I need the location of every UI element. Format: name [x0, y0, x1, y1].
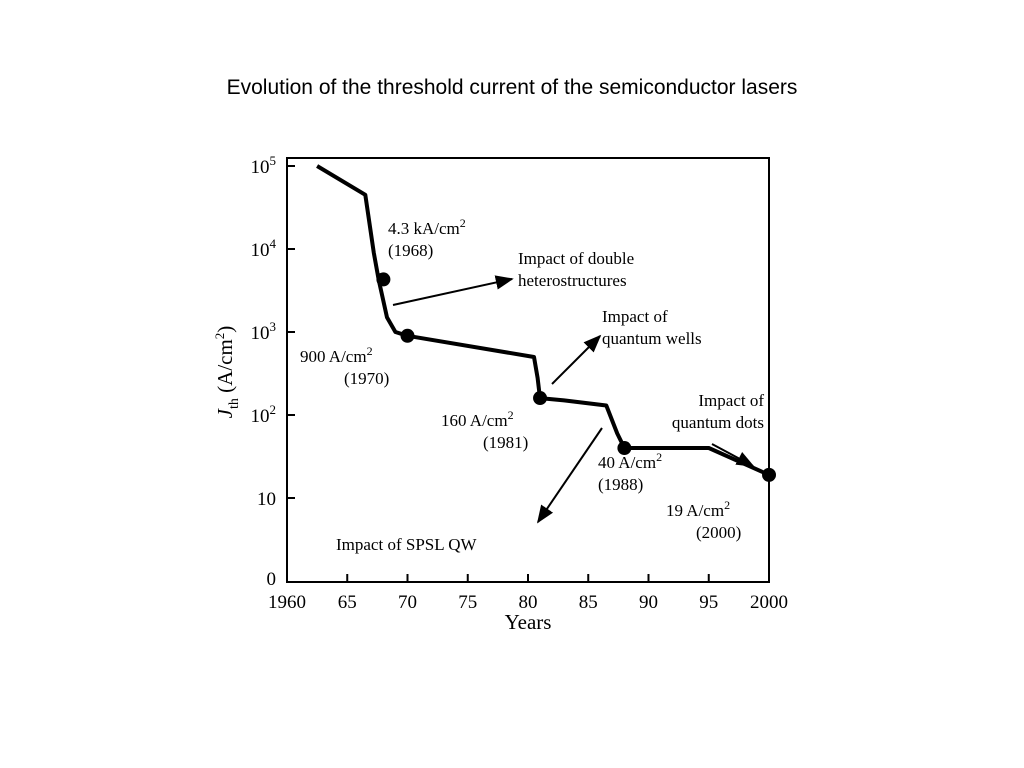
annotation-line: Impact of SPSL QW: [336, 535, 478, 554]
x-tick-label: 2000: [750, 592, 788, 613]
y-tick-label: 10: [257, 489, 276, 510]
annotations-group: 4.3 kA/cm2 (1968) 900 A/cm2 (1970) 160 A/cm2…: [300, 216, 764, 554]
annotation-qd: Impact of quantum dots: [672, 391, 764, 432]
annotation-line: 160 A/cm2: [441, 408, 514, 430]
y-axis: 105 104 103 102 10 0: [251, 153, 295, 590]
arrows-group: [392, 275, 755, 524]
threshold-curve: [316, 164, 770, 477]
annotation-line: 40 A/cm2: [598, 450, 662, 472]
annotation-arrow: [711, 443, 755, 467]
annotation-line: heterostructures: [518, 271, 627, 290]
annotation-line: Impact of: [602, 307, 668, 326]
annotation-line: (1968): [388, 241, 433, 260]
y-tick-label: 103: [251, 319, 277, 344]
annotation-spsl: Impact of SPSL QW: [336, 535, 478, 554]
annotation-line: Impact of: [698, 391, 764, 410]
annotation-line: (2000): [696, 523, 741, 542]
x-tick-label: 95: [699, 592, 718, 613]
x-tick-label: 80: [519, 592, 538, 613]
x-axis-title: Years: [505, 610, 552, 634]
annotation-a1968: 4.3 kA/cm2 (1968): [388, 216, 466, 260]
slide-title: Evolution of the threshold current of th…: [226, 76, 798, 99]
x-tick-label: 75: [458, 592, 477, 613]
data-point: [533, 391, 548, 406]
annotation-a2000: 19 A/cm2 (2000): [666, 498, 741, 542]
markers-group: [376, 272, 776, 482]
data-point: [400, 328, 415, 343]
annotation-line: quantum wells: [602, 329, 702, 348]
x-tick-label: 85: [579, 592, 598, 613]
y-axis-title: Jth (A/cm2): [212, 326, 242, 419]
annotation-line: Impact of double: [518, 249, 634, 268]
x-tick-label: 1960: [268, 592, 306, 613]
data-point: [762, 467, 776, 482]
y-tick-label: 102: [251, 402, 277, 427]
y-tick-label: 0: [267, 569, 277, 590]
axis-titles: Years Jth (A/cm2): [212, 326, 551, 634]
annotation-line: 4.3 kA/cm2: [388, 216, 466, 238]
data-point: [376, 272, 391, 287]
x-axis: 1960 65 70 75 80 85 90 95 2000: [268, 574, 788, 613]
annotation-line: quantum dots: [672, 413, 764, 432]
annotation-arrow: [392, 275, 514, 306]
x-tick-label: 65: [338, 592, 357, 613]
annotation-a1970: 900 A/cm2 (1970): [300, 344, 389, 388]
annotation-a1981: 160 A/cm2 (1981): [441, 408, 528, 452]
y-tick-label: 105: [251, 153, 277, 178]
annotation-a1988: 40 A/cm2 (1988): [598, 450, 662, 494]
annotation-arrow: [536, 427, 603, 524]
annotation-line: (1970): [344, 369, 389, 388]
data-point: [617, 441, 632, 456]
annotation-dh: Impact of double heterostructures: [518, 249, 634, 290]
annotation-line: (1988): [598, 475, 643, 494]
annotation-qw: Impact of quantum wells: [602, 307, 702, 348]
annotation-line: 900 A/cm2: [300, 344, 373, 366]
y-tick-label: 104: [251, 236, 277, 261]
x-tick-label: 90: [639, 592, 658, 613]
x-tick-label: 70: [398, 592, 417, 613]
annotation-arrow: [551, 334, 602, 385]
annotation-line: 19 A/cm2: [666, 498, 730, 520]
series-group: [316, 164, 770, 477]
annotation-line: (1981): [483, 433, 528, 452]
